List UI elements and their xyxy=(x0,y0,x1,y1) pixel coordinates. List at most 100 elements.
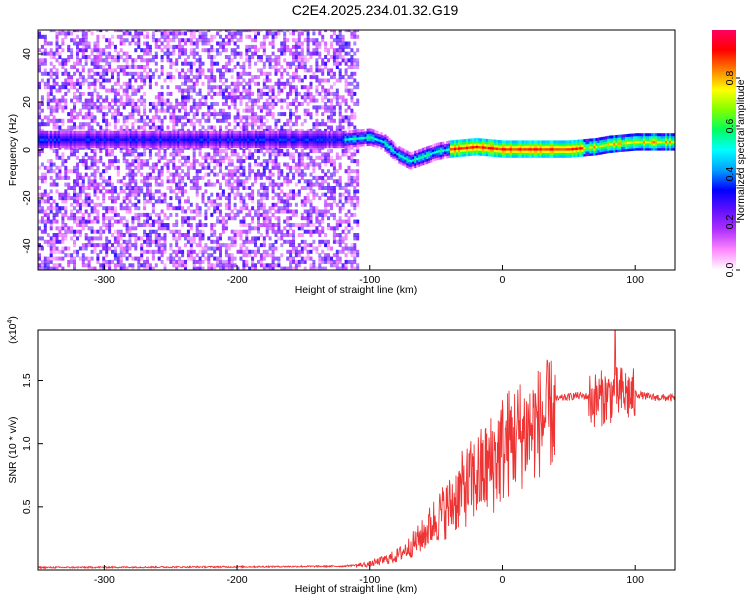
ridge-cell xyxy=(167,138,170,141)
heatmap-cell xyxy=(242,263,246,268)
heatmap-cell xyxy=(347,91,351,96)
heatmap-cell xyxy=(189,65,193,69)
heatmap-cell xyxy=(254,122,257,127)
heatmap-cell xyxy=(99,75,103,80)
heatmap-cell xyxy=(227,61,231,66)
heatmap-cell xyxy=(210,212,214,217)
heatmap-cell xyxy=(38,186,41,190)
heatmap-cell xyxy=(184,112,187,117)
ridge-cell xyxy=(53,130,57,134)
heatmap-cell xyxy=(186,38,190,43)
heatmap-cell xyxy=(73,102,76,106)
heatmap-cell xyxy=(353,169,357,174)
heatmap-cell xyxy=(49,105,53,110)
ridge-cell xyxy=(59,145,63,149)
heatmap-cell xyxy=(335,91,339,96)
heatmap-cell xyxy=(242,88,246,93)
ridge-cell xyxy=(139,142,142,146)
heatmap-cell xyxy=(43,259,47,264)
heatmap-cell xyxy=(154,112,158,117)
heatmap-cell xyxy=(78,246,82,251)
heatmap-cell xyxy=(236,212,240,217)
heatmap-cell xyxy=(350,246,354,251)
heatmap-cell xyxy=(76,51,79,56)
heatmap-cell xyxy=(210,202,214,207)
ridge-cell xyxy=(49,135,53,139)
ridge-cell xyxy=(97,142,100,146)
heatmap-cell xyxy=(248,81,252,86)
ridge-cell xyxy=(167,142,170,146)
heatmap-cell xyxy=(154,102,158,106)
heatmap-cell xyxy=(140,125,144,130)
heatmap-cell xyxy=(172,112,176,117)
heatmap-cell xyxy=(96,108,100,113)
heatmap-cell xyxy=(268,253,272,258)
ridge-cell xyxy=(195,138,198,141)
heatmap-cell xyxy=(356,266,360,270)
heatmap-cell xyxy=(192,259,196,264)
heatmap-cell xyxy=(292,266,295,270)
ridge-cell xyxy=(135,142,138,146)
heatmap-cell xyxy=(76,48,79,53)
heatmap-cell xyxy=(148,68,152,73)
heatmap-cell xyxy=(324,61,328,66)
heatmap-cell xyxy=(262,65,266,69)
heatmap-cell xyxy=(178,165,182,170)
heatmap-cell xyxy=(309,172,313,177)
heatmap-cell xyxy=(184,259,187,264)
ridge-cell xyxy=(113,133,116,137)
heatmap-cell xyxy=(332,162,336,167)
heatmap-cell xyxy=(248,196,252,201)
ridge-cell xyxy=(119,140,122,144)
heatmap-cell xyxy=(204,102,208,106)
heatmap-cell xyxy=(347,246,351,251)
heatmap-cell xyxy=(46,122,50,127)
heatmap-cell xyxy=(99,159,103,164)
heatmap-cell xyxy=(73,256,76,261)
heatmap-cell xyxy=(178,149,182,153)
heatmap-cell xyxy=(347,51,351,56)
heatmap-cell xyxy=(148,186,152,190)
heatmap-cell xyxy=(338,51,342,56)
ridge-cell xyxy=(181,145,184,149)
heatmap-cell xyxy=(312,125,316,130)
heatmap-cell xyxy=(353,61,357,66)
heatmap-cell xyxy=(227,196,231,201)
heatmap-cell xyxy=(87,105,91,110)
ridge-cell xyxy=(219,133,222,137)
heatmap-cell xyxy=(151,192,155,197)
heatmap-cell xyxy=(207,206,211,211)
heatmap-cell xyxy=(277,236,281,241)
heatmap-cell xyxy=(201,199,205,204)
heatmap-cell xyxy=(268,155,272,160)
heatmap-cell xyxy=(55,58,59,63)
heatmap-cell xyxy=(324,266,328,270)
heatmap-cell xyxy=(347,125,351,130)
ridge-cell xyxy=(113,135,116,139)
heatmap-cell xyxy=(175,122,179,127)
ridge-cell xyxy=(165,140,168,144)
heatmap-cell xyxy=(76,192,79,197)
heatmap-cell xyxy=(265,71,269,76)
heatmap-cell xyxy=(81,179,85,184)
heatmap-cell xyxy=(46,71,50,76)
heatmap-cell xyxy=(148,263,152,268)
heatmap-cell xyxy=(154,162,158,167)
heatmap-cell xyxy=(166,38,170,43)
ridge-cell xyxy=(95,130,98,134)
heatmap-cell xyxy=(163,102,167,106)
heatmap-cell xyxy=(297,192,301,197)
ridge-cell xyxy=(171,133,174,137)
heatmap-cell xyxy=(40,102,44,106)
ridge-cell xyxy=(65,130,69,134)
heatmap-cell xyxy=(169,229,173,234)
heatmap-cell xyxy=(204,155,208,160)
heatmap-cell xyxy=(330,196,333,201)
heatmap-cell xyxy=(96,219,100,224)
heatmap-cell xyxy=(131,88,135,93)
heatmap-cell xyxy=(43,256,47,261)
heatmap-cell xyxy=(216,216,220,221)
heatmap-cell xyxy=(338,34,342,39)
heatmap-cell xyxy=(239,192,243,197)
heatmap-cell xyxy=(61,108,65,113)
